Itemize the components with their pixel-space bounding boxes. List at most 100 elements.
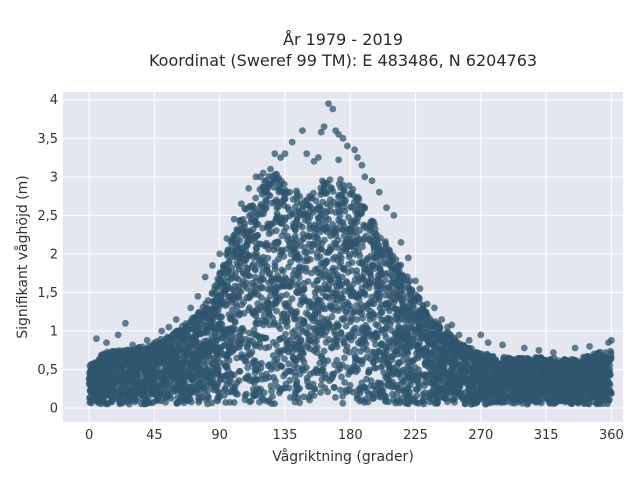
data-point: [274, 272, 282, 279]
data-point: [405, 312, 413, 320]
data-point: [498, 387, 506, 394]
data-point: [358, 273, 366, 281]
data-point: [353, 206, 361, 214]
data-point: [313, 250, 321, 257]
data-point: [335, 216, 342, 224]
data-point: [293, 364, 301, 371]
data-point: [360, 289, 367, 296]
data-point: [561, 386, 568, 394]
data-point: [304, 232, 311, 240]
data-point: [508, 363, 516, 371]
data-point: [567, 392, 575, 400]
data-point: [317, 191, 325, 199]
data-point: [381, 352, 388, 360]
data-point: [229, 286, 237, 293]
data-point: [238, 280, 246, 288]
data-points: [85, 100, 615, 408]
data-point: [243, 343, 251, 350]
data-point: [314, 297, 321, 305]
data-point: [330, 383, 338, 391]
data-point: [528, 356, 535, 364]
data-point: [399, 290, 407, 298]
data-point: [230, 232, 237, 240]
data-point: [263, 317, 270, 324]
data-point: [480, 361, 488, 369]
data-point: [273, 355, 281, 363]
data-point: [369, 391, 376, 399]
data-point: [244, 364, 252, 372]
data-point: [222, 399, 230, 406]
data-point: [332, 241, 340, 248]
data-point: [388, 353, 396, 361]
data-point: [294, 269, 302, 277]
data-point: [340, 302, 348, 310]
data-point: [139, 392, 147, 399]
data-point: [477, 373, 485, 381]
data-point: [413, 399, 420, 406]
data-point: [381, 330, 388, 337]
data-point: [393, 390, 401, 398]
data-point: [413, 392, 420, 400]
data-point: [506, 370, 514, 377]
data-point: [281, 355, 288, 363]
data-point: [289, 353, 297, 361]
data-point: [329, 188, 337, 195]
data-point: [345, 283, 353, 291]
data-point: [345, 253, 353, 261]
data-point: [278, 266, 286, 274]
data-point: [286, 242, 294, 250]
data-point: [234, 338, 242, 346]
data-point: [326, 276, 334, 284]
data-point: [395, 359, 402, 367]
data-point: [383, 260, 390, 267]
data-point: [152, 342, 160, 350]
data-point: [289, 195, 297, 203]
data-point: [174, 399, 182, 407]
data-point: [197, 346, 205, 354]
data-point: [257, 277, 264, 284]
data-point: [240, 298, 248, 306]
data-point: [215, 313, 222, 321]
data-point: [224, 252, 232, 260]
data-point: [319, 305, 326, 312]
data-point: [225, 379, 233, 386]
data-point: [328, 344, 336, 352]
data-point: [283, 291, 290, 298]
data-point: [313, 225, 320, 233]
data-point: [342, 347, 350, 355]
data-point: [323, 285, 331, 293]
data-point: [396, 399, 404, 407]
data-point: [114, 353, 121, 360]
data-point: [237, 288, 245, 296]
data-point: [180, 334, 188, 342]
data-point: [357, 336, 365, 344]
data-point: [361, 328, 369, 336]
data-point: [422, 373, 430, 381]
data-point: [367, 382, 375, 389]
data-point: [351, 352, 359, 359]
data-point: [593, 399, 601, 407]
data-point: [305, 393, 313, 401]
data-point: [250, 282, 257, 290]
data-point: [331, 253, 339, 261]
data-point: [271, 262, 279, 270]
data-point: [98, 364, 106, 372]
data-point: [200, 321, 208, 329]
data-point: [291, 373, 299, 380]
data-point: [382, 238, 389, 245]
data-point: [230, 399, 238, 406]
data-point: [310, 369, 317, 376]
data-point: [410, 302, 417, 310]
data-point: [149, 383, 157, 391]
data-point: [321, 267, 329, 274]
chart-title: År 1979 - 2019: [283, 30, 403, 49]
data-point: [384, 339, 392, 347]
data-point: [393, 289, 401, 296]
data-point: [304, 329, 311, 337]
data-point: [580, 353, 587, 361]
data-point: [350, 199, 358, 206]
data-point: [258, 210, 265, 218]
data-point: [262, 196, 270, 204]
data-point: [458, 368, 465, 376]
data-point: [259, 264, 267, 272]
